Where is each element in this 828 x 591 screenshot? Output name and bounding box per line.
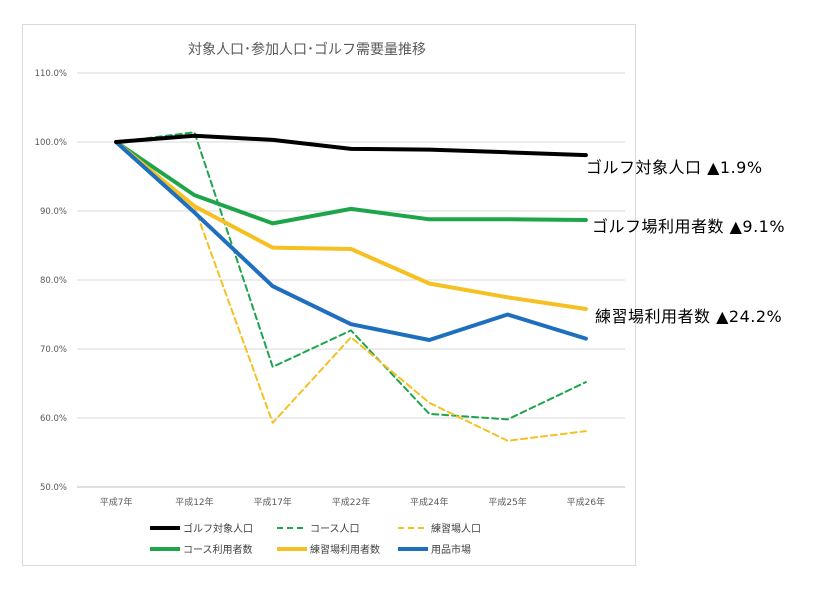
x-tick-label: 平成22年 — [332, 496, 370, 508]
x-tick-label: 平成17年 — [253, 496, 291, 508]
series-line-1 — [115, 131, 587, 421]
x-tick-label: 平成24年 — [410, 496, 448, 508]
y-tick-label: 80.0% — [40, 276, 67, 286]
annotation-golf-target-population: ゴルフ対象人口 ▲1.9% — [586, 158, 763, 177]
legend-label: 用品市場 — [431, 543, 471, 556]
x-tick-label: 平成25年 — [488, 496, 526, 508]
x-tick-label: 平成26年 — [567, 496, 605, 508]
y-tick-label: 90.0% — [40, 207, 67, 217]
annotation-range-users: 練習場利用者数 ▲24.2% — [595, 307, 783, 326]
chart-frame — [22, 24, 636, 566]
legend-label: 練習場人口 — [431, 522, 481, 535]
series-line-5 — [114, 140, 588, 342]
y-tick-label: 60.0% — [40, 414, 67, 424]
y-tick-label: 110.0% — [35, 69, 67, 79]
legend-label: コース人口 — [310, 523, 360, 535]
legend-label: コース利用者数 — [183, 543, 253, 556]
series-line-2 — [115, 141, 587, 442]
series-line-0 — [114, 133, 588, 158]
y-tick-label: 100.0% — [35, 138, 67, 148]
annotation-golf-course-users: ゴルフ場利用者数 ▲9.1% — [592, 217, 786, 236]
x-tick-label: 平成7年 — [100, 496, 133, 508]
x-tick-label: 平成12年 — [175, 496, 213, 508]
series-line-3 — [114, 140, 588, 226]
legend-label: ゴルフ対象人口 — [183, 522, 253, 535]
legend-label: 練習場利用者数 — [310, 543, 380, 556]
chart-title: 対象人口･参加人口･ゴルフ需要量推移 — [188, 41, 426, 58]
y-tick-label: 50.0% — [40, 483, 67, 493]
series-line-4 — [114, 140, 588, 311]
y-tick-label: 70.0% — [40, 345, 67, 355]
